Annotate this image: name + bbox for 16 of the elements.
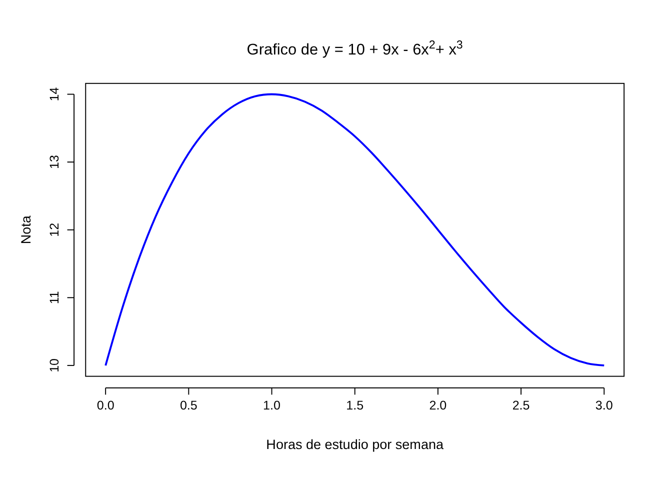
y-axis-title: Nota (18, 215, 34, 244)
y-tick-label: 13 (48, 155, 62, 170)
chart-title: Grafico de y = 10 + 9x - 6x$^{2}$+ x$^{3}$ (246, 38, 463, 58)
line-series (104, 93, 606, 366)
y-tick-label: 14 (48, 87, 62, 102)
y-tick-label: 10 (48, 358, 62, 372)
x-tick-label: 0.5 (180, 398, 198, 412)
y-tick-label: 12 (48, 222, 62, 237)
y-tick-label: 11 (48, 291, 62, 304)
x-tick-label: 0.0 (96, 398, 114, 412)
x-tick-label: 3.0 (595, 398, 613, 412)
x-tick-label: 1.0 (263, 398, 280, 412)
x-tick-label: 2.0 (429, 398, 447, 412)
x-axis-title: Horas de estudio por semana (266, 436, 444, 452)
x-tick-label: 2.5 (512, 398, 530, 412)
x-tick-label: 1.5 (346, 398, 364, 412)
